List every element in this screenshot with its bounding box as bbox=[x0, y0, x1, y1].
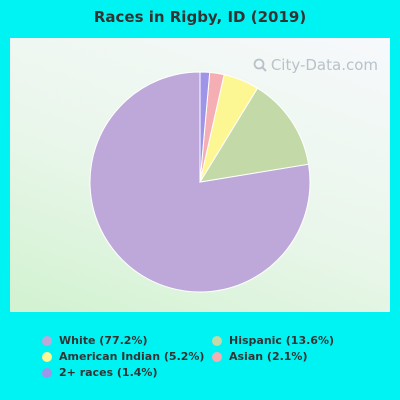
watermark: City-Data.com bbox=[253, 56, 378, 74]
legend-item-3: Asian (2.1%) bbox=[212, 350, 307, 363]
legend-item-4: 2+ races (1.4%) bbox=[42, 366, 157, 379]
legend-label: American Indian (5.2%) bbox=[59, 350, 205, 363]
legend-item-0: White (77.2%) bbox=[42, 334, 148, 347]
legend-swatch bbox=[42, 351, 52, 362]
legend-swatch bbox=[42, 367, 52, 378]
plot-area: City-Data.com bbox=[10, 38, 390, 312]
legend-item-1: Hispanic (13.6%) bbox=[212, 334, 334, 347]
legend-label: Asian (2.1%) bbox=[229, 350, 308, 363]
legend-label: 2+ races (1.4%) bbox=[59, 366, 158, 379]
legend-swatch bbox=[212, 351, 222, 362]
pie-slice-1 bbox=[199, 87, 310, 183]
chart-title: Races in Rigby, ID (2019) bbox=[93, 8, 307, 26]
legend-label: Hispanic (13.6%) bbox=[229, 334, 334, 347]
pie-chart bbox=[89, 71, 311, 293]
magnifier-icon bbox=[253, 58, 267, 72]
legend-swatch bbox=[212, 335, 222, 346]
pie-slice-4 bbox=[199, 71, 211, 183]
watermark-text: City-Data.com bbox=[270, 56, 378, 74]
legend-swatch bbox=[42, 335, 52, 346]
legend-item-2: American Indian (5.2%) bbox=[42, 350, 204, 363]
legend-label: White (77.2%) bbox=[59, 334, 148, 347]
legend: White (77.2%) Hispanic (13.6%) American In… bbox=[42, 334, 372, 386]
